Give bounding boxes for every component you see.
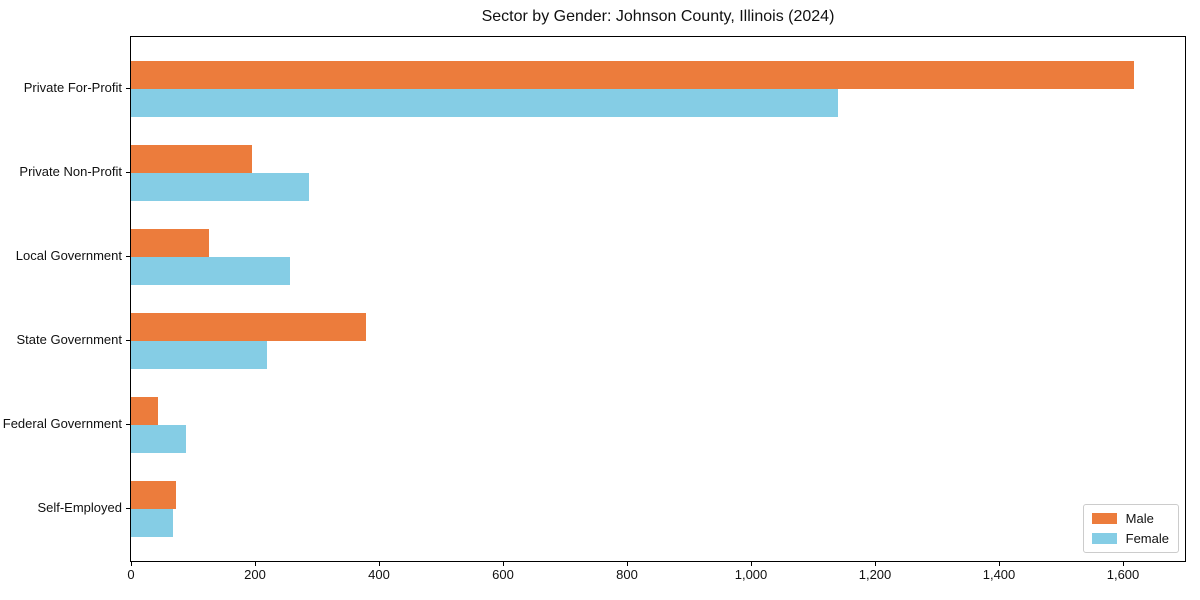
- x-tick-mark: [875, 562, 876, 566]
- y-tick-mark: [126, 88, 130, 89]
- x-tick-label-200: 200: [244, 567, 266, 582]
- bar-male-federal-government: [131, 397, 159, 425]
- plot-area: Male Female: [130, 36, 1186, 562]
- x-tick-label-400: 400: [368, 567, 390, 582]
- bar-female-state-government: [131, 341, 268, 369]
- x-tick-label-1-200: 1,200: [858, 567, 892, 582]
- bar-female-local-government: [131, 257, 290, 285]
- chart-title: Sector by Gender: Johnson County, Illino…: [481, 8, 835, 25]
- x-tick-label-1-400: 1,400: [982, 567, 1016, 582]
- y-tick-mark: [126, 256, 130, 257]
- bar-female-federal-government: [131, 425, 186, 453]
- legend-label-female: Female: [1125, 531, 1169, 546]
- y-tick-label-private-for-profit: Private For-Profit: [23, 80, 122, 95]
- bar-male-local-government: [131, 229, 209, 257]
- y-tick-label-private-non-profit: Private Non-Profit: [19, 164, 122, 179]
- bar-female-private-for-profit: [131, 89, 838, 117]
- x-tick-mark: [627, 562, 628, 566]
- legend-row-male: Male: [1091, 511, 1169, 526]
- bar-male-self-employed: [131, 481, 177, 509]
- y-tick-label-local-government: Local Government: [15, 248, 122, 263]
- y-tick-mark: [126, 508, 130, 509]
- x-tick-mark: [379, 562, 380, 566]
- bar-male-state-government: [131, 313, 366, 341]
- x-tick-mark: [131, 562, 132, 566]
- bar-female-private-non-profit: [131, 173, 309, 201]
- x-tick-mark: [751, 562, 752, 566]
- y-tick-mark: [126, 172, 130, 173]
- y-tick-mark: [126, 340, 130, 341]
- y-tick-mark: [126, 424, 130, 425]
- x-tick-label-1-600: 1,600: [1106, 567, 1140, 582]
- x-tick-label-800: 800: [616, 567, 638, 582]
- legend-row-female: Female: [1091, 531, 1169, 546]
- y-tick-label-state-government: State Government: [16, 332, 123, 347]
- legend-swatch-female: [1091, 533, 1117, 544]
- x-tick-mark: [1123, 562, 1124, 566]
- legend: Male Female: [1082, 504, 1179, 553]
- x-tick-label-0: 0: [127, 567, 135, 582]
- x-tick-mark: [255, 562, 256, 566]
- y-tick-label-federal-government: Federal Government: [2, 416, 122, 431]
- y-tick-label-self-employed: Self-Employed: [37, 500, 122, 515]
- x-tick-mark: [999, 562, 1000, 566]
- legend-label-male: Male: [1125, 511, 1154, 526]
- bar-female-self-employed: [131, 509, 173, 537]
- legend-swatch-male: [1091, 513, 1117, 524]
- x-tick-label-1-000: 1,000: [734, 567, 768, 582]
- bar-male-private-non-profit: [131, 145, 252, 173]
- x-tick-mark: [503, 562, 504, 566]
- bar-male-private-for-profit: [131, 61, 1135, 89]
- x-tick-label-600: 600: [492, 567, 514, 582]
